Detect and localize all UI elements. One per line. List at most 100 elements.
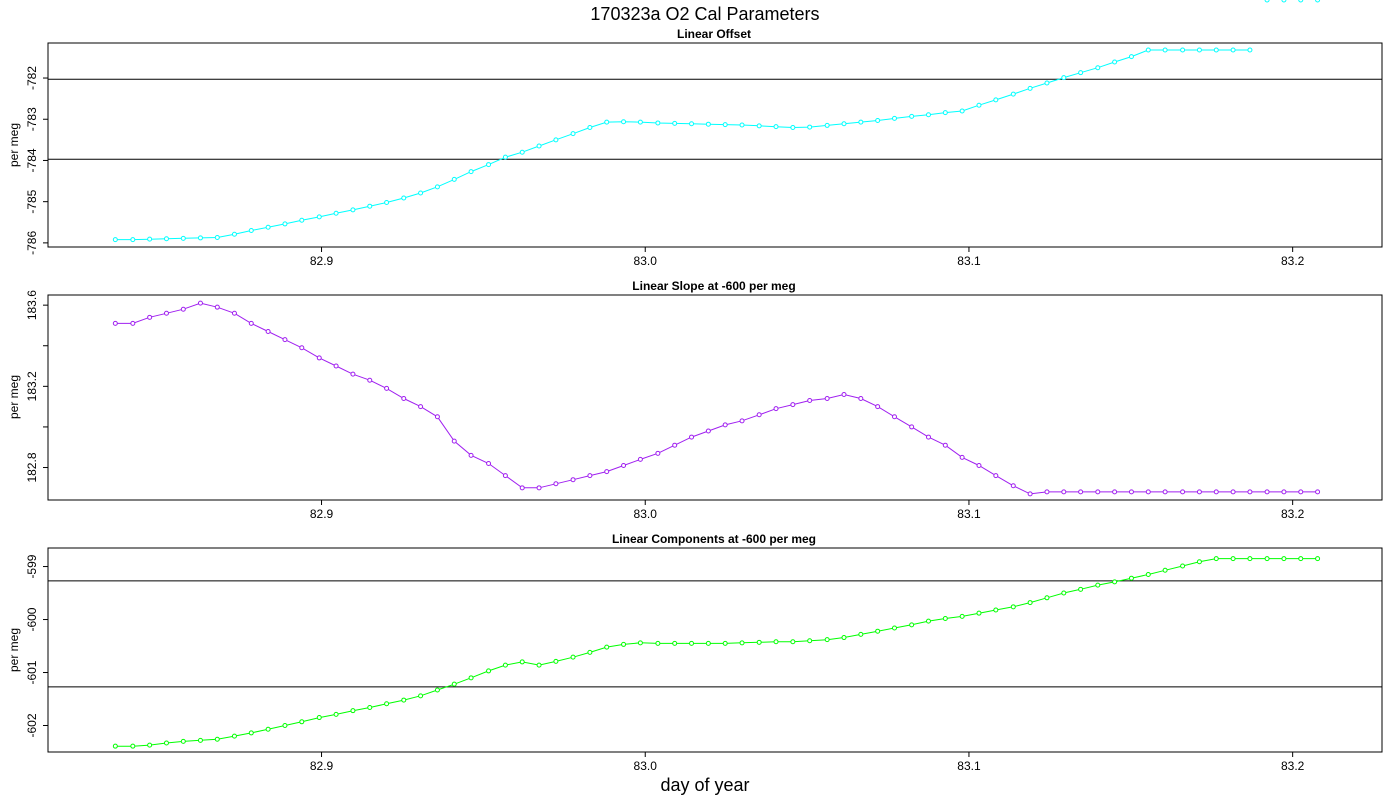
data-point xyxy=(434,687,440,693)
data-point xyxy=(976,102,982,108)
y-tick-label: 182.8 xyxy=(25,452,39,482)
x-tick-label: 83.0 xyxy=(634,759,658,773)
data-point xyxy=(1044,595,1050,601)
data-point xyxy=(1298,489,1304,495)
data-point xyxy=(807,398,813,404)
data-point xyxy=(1010,604,1016,610)
data-point xyxy=(350,371,356,377)
data-point xyxy=(401,697,407,703)
data-point xyxy=(959,108,965,114)
data-point xyxy=(1078,489,1084,495)
data-point xyxy=(942,110,948,116)
data-point xyxy=(282,337,288,343)
data-point xyxy=(519,149,525,155)
data-point xyxy=(384,199,390,205)
data-point xyxy=(587,649,593,655)
data-point xyxy=(265,224,271,230)
data-point xyxy=(587,473,593,479)
data-point xyxy=(570,131,576,137)
data-point xyxy=(570,477,576,483)
data-point xyxy=(248,320,254,326)
x-tick-label: 83.0 xyxy=(634,254,658,268)
data-point xyxy=(807,124,813,130)
data-point xyxy=(672,640,678,646)
y-tick-label: -602 xyxy=(25,713,39,737)
y-tick-label: -785 xyxy=(25,189,39,213)
data-point xyxy=(519,659,525,665)
data-point xyxy=(1247,489,1253,495)
data-point xyxy=(705,640,711,646)
data-point xyxy=(790,639,796,645)
data-point xyxy=(519,485,525,491)
data-point xyxy=(993,97,999,103)
data-point xyxy=(1128,575,1134,581)
data-point xyxy=(1196,559,1202,565)
data-point xyxy=(1213,47,1219,53)
panel-linear-offset: Linear Offset per meg 82.9 83.0 83.1 83.2 -7… xyxy=(7,0,1383,268)
x-tick-label: 83.1 xyxy=(957,507,981,521)
data-point xyxy=(1298,0,1304,3)
data-point xyxy=(486,162,492,168)
data-point xyxy=(486,460,492,466)
data-point xyxy=(824,396,830,402)
y-axis-label: per meg xyxy=(7,375,21,419)
data-point xyxy=(1196,489,1202,495)
data-point xyxy=(197,235,203,241)
data-point xyxy=(468,675,474,681)
data-point xyxy=(858,119,864,125)
data-point xyxy=(841,635,847,641)
data-point xyxy=(909,622,915,628)
x-tick-label: 83.1 xyxy=(957,254,981,268)
x-tick-label: 83.2 xyxy=(1281,254,1305,268)
data-point xyxy=(401,195,407,201)
data-point xyxy=(163,740,169,746)
data-point xyxy=(773,124,779,130)
data-point xyxy=(536,485,542,491)
series-line xyxy=(115,302,1318,495)
panel-linear-slope: Linear Slope at -600 per meg per meg 82.… xyxy=(7,279,1383,521)
data-point xyxy=(384,385,390,391)
y-tick-label: -786 xyxy=(25,231,39,255)
data-point xyxy=(1264,556,1270,562)
y-axis-label: per meg xyxy=(7,123,21,167)
data-point xyxy=(942,442,948,448)
data-point xyxy=(553,137,559,143)
data-point xyxy=(824,122,830,128)
y-tick-label: 183.2 xyxy=(25,371,39,401)
data-point xyxy=(875,628,881,634)
data-point xyxy=(1145,47,1151,53)
data-point xyxy=(739,418,745,424)
data-point xyxy=(147,314,153,320)
data-point xyxy=(1061,75,1067,81)
data-point xyxy=(451,681,457,687)
plot-frame xyxy=(47,294,1383,501)
data-point xyxy=(858,631,864,637)
data-point xyxy=(1044,489,1050,495)
data-point xyxy=(841,391,847,397)
data-point xyxy=(756,412,762,418)
data-point xyxy=(1010,91,1016,97)
data-point xyxy=(316,355,322,361)
data-point xyxy=(451,438,457,444)
data-point xyxy=(163,310,169,316)
data-point xyxy=(1061,590,1067,596)
chart-title: 170323a O2 Cal Parameters xyxy=(590,4,819,24)
data-point xyxy=(891,115,897,121)
data-point xyxy=(925,112,931,118)
data-point xyxy=(1010,483,1016,489)
data-point xyxy=(1027,85,1033,91)
data-point xyxy=(773,406,779,412)
data-point xyxy=(756,123,762,129)
data-point xyxy=(502,662,508,668)
data-point xyxy=(147,742,153,748)
data-point xyxy=(333,210,339,216)
data-point xyxy=(942,615,948,621)
data-point xyxy=(705,428,711,434)
data-point xyxy=(434,184,440,190)
data-point xyxy=(367,377,373,383)
data-point xyxy=(1213,556,1219,562)
x-tick-label: 82.9 xyxy=(310,507,334,521)
data-point xyxy=(1095,65,1101,71)
